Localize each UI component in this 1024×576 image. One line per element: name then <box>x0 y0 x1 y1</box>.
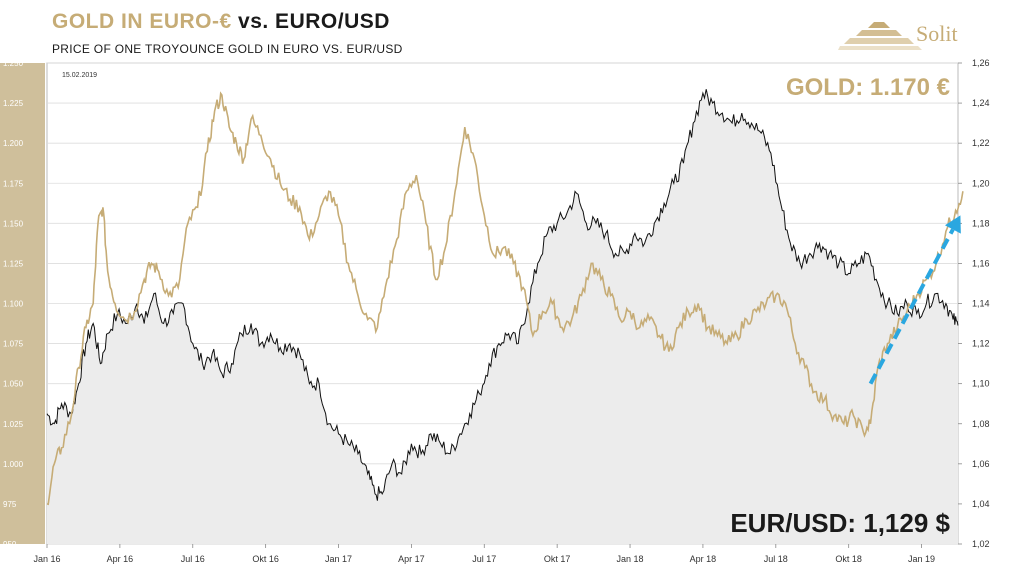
left-axis-band <box>0 63 45 544</box>
x-tick-label: Jul 16 <box>181 554 205 564</box>
x-tick-label: Apr 18 <box>690 554 717 564</box>
x-tick-label: Apr 16 <box>107 554 134 564</box>
left-tick-label: 1.000 <box>3 460 24 469</box>
gold-value-label: GOLD: 1.170 € <box>785 74 950 101</box>
left-tick-label: 1.175 <box>3 179 24 188</box>
right-tick-label: 1,24 <box>972 98 990 108</box>
x-tick-label: Jul 18 <box>764 554 788 564</box>
left-tick-label: 1.050 <box>3 380 24 389</box>
left-tick-label: 1.200 <box>3 139 24 148</box>
chart-title: GOLD IN EURO-€ vs. EURO/USD <box>52 10 390 34</box>
chart-subtitle: PRICE OF ONE TROYOUNCE GOLD IN EURO VS. … <box>52 42 403 56</box>
left-tick-label: 950 <box>3 540 17 549</box>
x-tick-label: Okt 16 <box>252 554 279 564</box>
right-tick-label: 1,22 <box>972 138 990 148</box>
right-tick-label: 1,14 <box>972 299 990 309</box>
right-tick-label: 1,06 <box>972 459 990 469</box>
left-tick-label: 1.025 <box>3 420 24 429</box>
gold-series-line <box>46 91 964 506</box>
right-tick-label: 1,04 <box>972 499 990 509</box>
right-tick-label: 1,16 <box>972 258 990 268</box>
trend-arrow-head-icon <box>944 215 961 234</box>
eurusd-series-line <box>46 89 959 501</box>
left-tick-label: 1.125 <box>3 259 24 268</box>
left-tick-label: 1.150 <box>3 219 24 228</box>
x-tick-label: Jan 16 <box>33 554 60 564</box>
eurusd-area <box>47 89 958 544</box>
right-tick-label: 1,20 <box>972 178 990 188</box>
x-tick-label: Apr 17 <box>398 554 425 564</box>
eurusd-value-label: EUR/USD: 1,129 $ <box>730 508 950 538</box>
brand-logo: Solit <box>916 21 958 46</box>
right-tick-label: 1,10 <box>972 379 990 389</box>
left-tick-label: 1.075 <box>3 340 24 349</box>
title-gold-part: GOLD IN EURO-€ <box>52 10 232 33</box>
x-tick-label: Jul 17 <box>472 554 496 564</box>
trend-arrow-line <box>868 228 955 385</box>
x-tick-label: Okt 18 <box>835 554 862 564</box>
right-tick-label: 1,12 <box>972 339 990 349</box>
left-tick-label: 975 <box>3 500 17 509</box>
date-stamp: 15.02.2019 <box>62 72 98 79</box>
left-tick-label: 1.225 <box>3 99 24 108</box>
left-tick-label: 1.250 <box>3 59 24 68</box>
x-tick-label: Okt 17 <box>544 554 571 564</box>
x-tick-label: Jan 17 <box>325 554 352 564</box>
x-tick-label: Jan 19 <box>908 554 935 564</box>
title-eurusd-part: vs. EURO/USD <box>238 10 390 33</box>
right-tick-label: 1,26 <box>972 58 990 68</box>
right-tick-label: 1,08 <box>972 419 990 429</box>
right-tick-label: 1,02 <box>972 539 990 549</box>
right-tick-label: 1,18 <box>972 218 990 228</box>
left-tick-label: 1.100 <box>3 300 24 309</box>
x-tick-label: Jan 18 <box>617 554 644 564</box>
pyramid-icon <box>838 22 922 50</box>
